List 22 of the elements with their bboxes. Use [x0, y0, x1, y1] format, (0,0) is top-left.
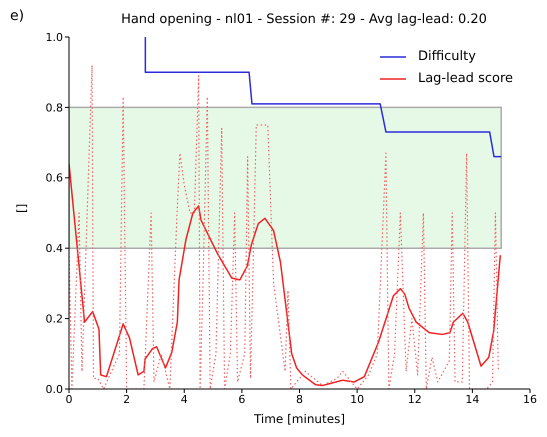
x-tick-label: 0 — [66, 392, 72, 406]
x-tick-label: 8 — [296, 392, 303, 406]
x-tick-label: 2 — [123, 392, 130, 406]
x-tick-label: 14 — [465, 392, 480, 406]
legend-label: Lag-lead score — [418, 70, 513, 88]
panel-letter: e) — [10, 8, 24, 24]
y-tick-label: 0.8 — [46, 101, 63, 114]
y-tick-label: 1.0 — [46, 30, 63, 44]
chart-title: Hand opening - nl01 - Session #: 29 - Avg lag-lead: 0.20 — [120, 12, 488, 27]
y-tick-label: 0.0 — [46, 382, 63, 396]
x-tick-label: 4 — [180, 392, 188, 406]
line-series — [69, 162, 502, 386]
y-tick-label: 0.6 — [46, 172, 63, 185]
y-tick-label: 0.4 — [46, 242, 63, 256]
x-axis-title: Time [minutes] — [252, 412, 346, 426]
x-tick-label: 6 — [238, 392, 246, 406]
y-axis-title: [] — [14, 204, 28, 213]
x-tick-label: 16 — [523, 392, 537, 406]
x-tick-label: 12 — [408, 392, 422, 406]
y-tick-label: 0.2 — [46, 312, 63, 326]
legend-label: Difficulty — [418, 48, 476, 66]
x-tick-label: 10 — [350, 392, 364, 406]
